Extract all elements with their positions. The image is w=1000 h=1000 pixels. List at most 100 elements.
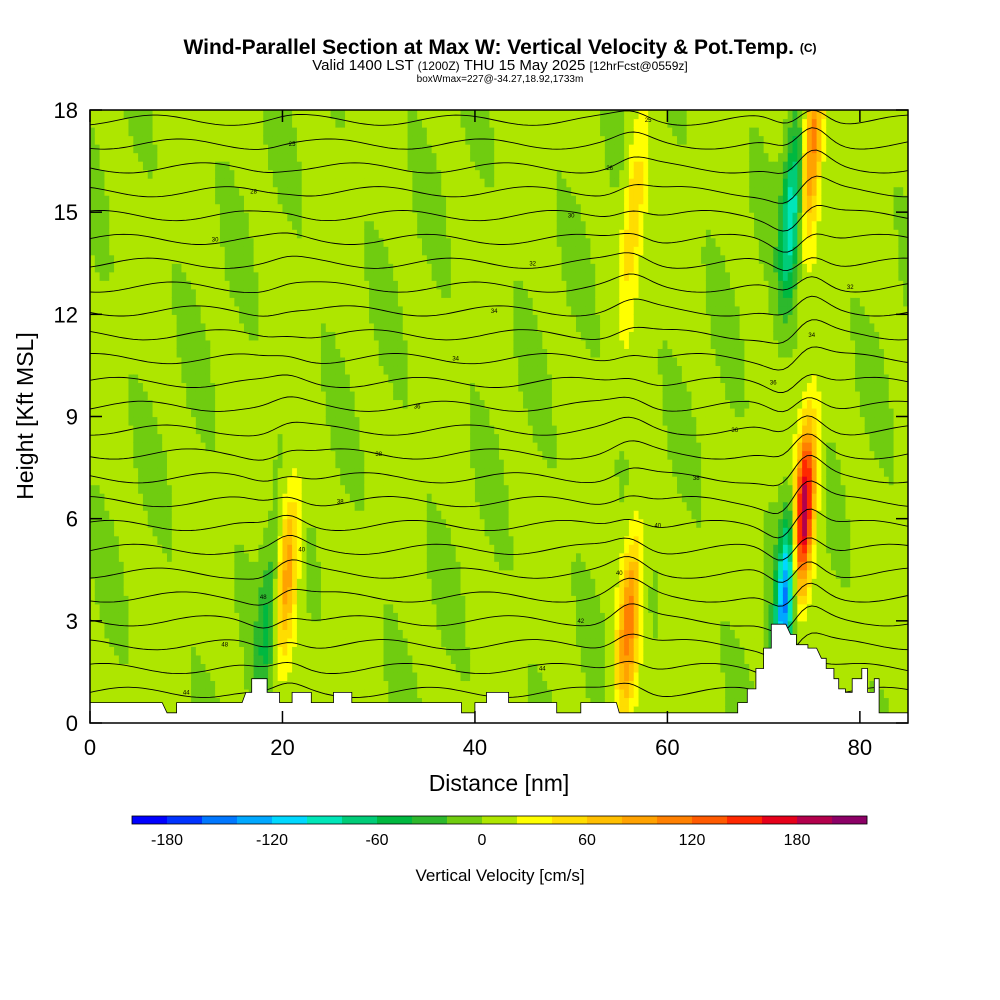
field-cell xyxy=(296,254,303,264)
field-cell xyxy=(407,646,413,656)
field-cell xyxy=(253,348,260,358)
field-cell xyxy=(186,646,192,656)
field-cell xyxy=(330,288,336,298)
field-cell xyxy=(229,637,235,647)
field-cell xyxy=(181,663,187,673)
field-cell xyxy=(287,578,293,588)
field-cell xyxy=(354,305,361,315)
field-cell xyxy=(296,169,303,179)
field-cell xyxy=(215,373,221,384)
field-cell xyxy=(215,450,221,460)
field-cell xyxy=(176,407,183,418)
field-cell xyxy=(171,450,178,460)
field-cell xyxy=(133,501,139,511)
field-cell xyxy=(330,552,336,562)
field-cell xyxy=(181,450,187,460)
field-cell xyxy=(349,442,356,452)
field-cell xyxy=(205,433,211,443)
field-cell xyxy=(224,399,231,409)
field-cell xyxy=(320,314,327,324)
field-cell xyxy=(422,654,428,664)
field-cell xyxy=(128,161,134,171)
field-cell xyxy=(181,612,187,622)
field-cell xyxy=(325,697,332,707)
field-cell xyxy=(364,544,370,554)
field-cell xyxy=(229,356,235,367)
field-cell xyxy=(181,339,187,349)
field-cell xyxy=(147,561,154,571)
field-cell xyxy=(166,476,173,486)
chart-title-line: Wind-Parallel Section at Max W: Vertical… xyxy=(0,36,1000,60)
field-cell xyxy=(388,169,394,179)
field-cell xyxy=(243,186,250,196)
field-cell xyxy=(393,620,399,630)
field-cell xyxy=(316,450,322,460)
field-cell xyxy=(162,331,168,341)
field-cell xyxy=(369,305,375,315)
field-cell xyxy=(118,637,125,647)
field-cell xyxy=(359,399,365,409)
field-cell xyxy=(138,203,144,213)
field-cell xyxy=(243,612,250,622)
field-cell xyxy=(311,603,317,613)
field-cell xyxy=(94,578,101,588)
field-cell xyxy=(330,595,336,605)
field-cell xyxy=(402,476,409,486)
field-cell xyxy=(253,212,260,222)
field-cell xyxy=(104,356,110,367)
field-cell xyxy=(383,288,389,298)
field-cell xyxy=(320,390,327,401)
field-cell xyxy=(349,237,356,247)
field-cell xyxy=(171,442,178,452)
field-cell xyxy=(191,510,197,520)
field-cell xyxy=(142,459,149,469)
field-cell xyxy=(133,510,139,520)
field-cell xyxy=(340,203,346,213)
field-cell xyxy=(359,127,365,137)
field-cell xyxy=(349,305,356,315)
field-cell xyxy=(340,297,346,307)
field-cell xyxy=(181,646,187,656)
field-cell xyxy=(123,331,130,341)
field-cell xyxy=(258,305,264,315)
field-cell xyxy=(200,152,207,162)
field-cell xyxy=(402,331,409,341)
field-cell xyxy=(157,254,163,264)
field-cell xyxy=(258,637,264,647)
field-cell xyxy=(330,152,336,162)
field-cell xyxy=(138,382,144,392)
field-cell xyxy=(200,416,207,426)
field-cell xyxy=(311,680,317,690)
field-cell xyxy=(195,220,202,230)
field-cell xyxy=(354,552,361,562)
field-cell xyxy=(99,629,106,639)
field-cell xyxy=(157,246,163,256)
field-cell xyxy=(104,229,110,239)
field-cell xyxy=(138,518,144,528)
field-cell xyxy=(224,246,231,256)
field-cell xyxy=(296,646,303,656)
field-cell xyxy=(166,646,173,656)
field-cell xyxy=(176,425,183,435)
field-cell xyxy=(200,544,207,554)
field-cell xyxy=(277,348,284,358)
field-cell xyxy=(277,322,284,332)
field-cell xyxy=(210,425,216,435)
field-cell xyxy=(364,280,370,290)
field-cell xyxy=(282,212,288,222)
field-cell xyxy=(378,178,385,188)
field-cell xyxy=(287,288,293,298)
field-cell xyxy=(176,161,183,171)
field-cell xyxy=(224,663,231,673)
field-cell xyxy=(147,339,154,349)
field-cell xyxy=(345,620,351,630)
field-cell xyxy=(157,169,163,179)
field-cell xyxy=(412,271,418,281)
field-cell xyxy=(320,339,327,349)
field-cell xyxy=(171,671,178,682)
field-cell xyxy=(397,688,404,699)
field-cell xyxy=(152,186,158,196)
field-cell xyxy=(138,425,144,435)
field-cell xyxy=(138,484,144,494)
field-cell xyxy=(330,407,336,418)
